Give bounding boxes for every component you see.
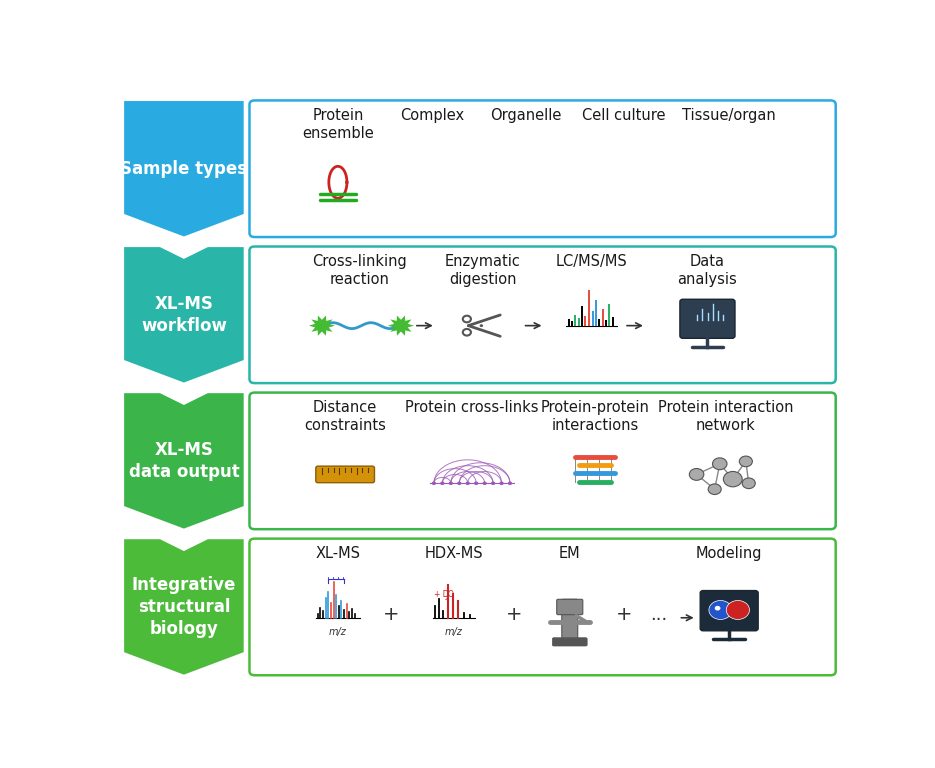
Text: ...: ... [650,606,668,624]
Polygon shape [124,539,244,674]
Text: + D: + D [434,590,449,599]
Circle shape [709,601,732,620]
Circle shape [457,482,462,485]
Polygon shape [124,101,244,237]
Polygon shape [124,247,244,382]
Text: O: O [447,590,453,599]
Text: XL-MS
workflow: XL-MS workflow [141,295,227,335]
Text: Protein-protein
interactions: Protein-protein interactions [540,400,650,432]
Text: Cell culture: Cell culture [583,108,666,123]
Text: Integrative
structural
biology: Integrative structural biology [132,576,237,638]
Text: LC/MS/MS: LC/MS/MS [555,254,627,270]
FancyBboxPatch shape [250,538,836,675]
Text: m/z: m/z [329,627,347,637]
Circle shape [466,482,470,485]
Circle shape [724,472,742,487]
Text: XL-MS: XL-MS [315,546,360,561]
FancyBboxPatch shape [553,637,587,646]
Text: +: + [616,605,632,624]
Circle shape [499,482,504,485]
FancyBboxPatch shape [556,599,583,614]
Text: Protein interaction
network: Protein interaction network [658,400,793,432]
Polygon shape [309,316,335,336]
Text: +: + [382,605,399,624]
Text: Data
analysis: Data analysis [678,254,738,286]
Circle shape [689,468,704,480]
Circle shape [708,484,721,495]
Text: Protein cross-links: Protein cross-links [405,400,539,415]
Text: HDX-MS: HDX-MS [424,546,483,561]
Circle shape [740,456,753,467]
Polygon shape [124,393,244,528]
Text: XL-MS
data output: XL-MS data output [128,441,239,481]
Circle shape [508,482,512,485]
FancyBboxPatch shape [680,300,735,338]
Text: 2: 2 [444,596,448,601]
FancyBboxPatch shape [250,247,836,383]
Text: Organelle: Organelle [491,108,562,123]
Circle shape [712,458,727,470]
Text: EM: EM [559,546,581,561]
Text: Complex: Complex [400,108,464,123]
Circle shape [474,482,479,485]
Circle shape [432,482,436,485]
Circle shape [449,482,453,485]
Circle shape [480,324,483,327]
Text: Tissue/organ: Tissue/organ [683,108,776,123]
Circle shape [491,482,496,485]
Text: Cross-linking
reaction: Cross-linking reaction [312,254,407,286]
FancyBboxPatch shape [316,466,375,483]
Text: Sample types: Sample types [121,160,248,177]
FancyBboxPatch shape [562,599,578,640]
Circle shape [714,606,721,611]
Polygon shape [388,316,414,336]
Text: Enzymatic
digestion: Enzymatic digestion [445,254,521,286]
FancyBboxPatch shape [700,591,758,631]
FancyBboxPatch shape [250,392,836,529]
Text: Modeling: Modeling [696,546,762,561]
FancyBboxPatch shape [250,101,836,237]
Text: m/z: m/z [445,627,463,637]
Text: Protein
ensemble: Protein ensemble [302,108,374,141]
Circle shape [742,478,755,488]
Text: +: + [506,605,523,624]
Text: Distance
constraints: Distance constraints [304,400,386,432]
Circle shape [440,482,444,485]
Circle shape [726,601,750,620]
Circle shape [482,482,487,485]
